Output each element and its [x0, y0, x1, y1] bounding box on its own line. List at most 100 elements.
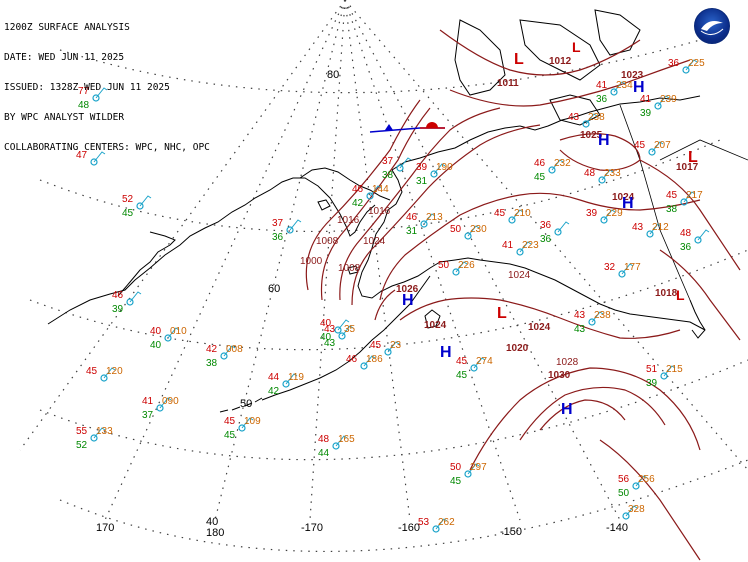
station-pressure: 274 — [476, 356, 493, 367]
high-center-1023: 1023 H — [621, 70, 645, 96]
station-dewpoint: 45 — [122, 208, 134, 219]
station-pressure: 238 — [594, 310, 611, 321]
station-dewpoint: 42 — [268, 386, 280, 397]
isobar-label-2: 1008 — [316, 236, 339, 247]
svg-text:H: H — [402, 292, 414, 309]
station-temperature: 36 — [668, 58, 680, 69]
chukotka-coast — [299, 167, 391, 201]
station-dewpoint: 39 — [646, 378, 658, 389]
isobar-1000b — [320, 107, 431, 301]
station-temperature: 43 — [574, 310, 586, 321]
station-plot: 45 207 — [634, 140, 671, 156]
header-date: DATE: WED JUN 11 2025 — [4, 52, 125, 63]
wind-barb-icon — [697, 229, 710, 241]
station-circle-icon — [470, 364, 478, 372]
station-dewpoint: 40 — [320, 332, 332, 343]
station-circle-icon — [366, 192, 374, 200]
station-circle-icon — [600, 216, 608, 224]
wind-barb-icon — [683, 191, 696, 203]
svg-text:1030: 1030 — [548, 370, 571, 381]
station-temperature: 45 — [666, 190, 678, 201]
station-circle-icon — [164, 334, 172, 342]
station-plot: 56 50 256 — [618, 474, 655, 499]
wind-barb-icon — [129, 291, 142, 303]
lon-line-150w — [344, 0, 521, 521]
wind-barb-icon — [341, 325, 354, 337]
station-circle-icon — [516, 248, 524, 256]
wind-barb-icon — [435, 518, 448, 530]
station-dewpoint: 31 — [406, 226, 418, 237]
station-temperature: 50 — [450, 462, 462, 473]
svg-text:H: H — [622, 195, 634, 212]
station-pressure: 328 — [628, 504, 645, 515]
isobars — [305, 29, 741, 561]
lon-line-170e — [104, 0, 346, 521]
low-center-1011: 1011 L — [497, 51, 524, 89]
wind-barb-icon — [139, 195, 152, 207]
svg-text:1018: 1018 — [655, 288, 678, 299]
isobar-east — [639, 159, 741, 271]
svg-text:1024: 1024 — [424, 320, 447, 331]
station-temperature: 41 — [596, 80, 608, 91]
isobar-label-3: 1016 — [337, 215, 360, 226]
wind-barb-icon — [223, 345, 236, 357]
station-circle-icon — [90, 158, 98, 166]
station-temperature: 32 — [604, 262, 616, 273]
station-plot: 46 31 213 — [406, 212, 443, 237]
wind-barb-icon — [685, 59, 698, 71]
wind-barb-icon — [635, 475, 648, 487]
station-plot: 45 120 — [86, 366, 123, 382]
wind-barb-icon — [467, 463, 480, 475]
station-plot: 43 43 238 — [574, 310, 611, 335]
station-temperature: 40 — [320, 318, 332, 329]
isobar-1024a — [399, 297, 681, 339]
station-plot: 39 31 190 — [416, 162, 453, 187]
station-temperature: 45 — [456, 356, 468, 367]
lon-label-m150: -150 — [500, 526, 522, 538]
isobar-label-6: 1024 — [508, 270, 531, 281]
station-circle-icon — [610, 88, 618, 96]
high-center-1020: 1020 H — [440, 343, 529, 361]
wind-barb-icon — [591, 311, 604, 323]
station-circle-icon — [632, 482, 640, 490]
station-pressure: 239 — [660, 94, 677, 105]
wind-barb-icon — [289, 219, 302, 231]
lon-label-180: 180 — [206, 527, 224, 539]
station-dewpoint: 36 — [596, 94, 608, 105]
isobar-1024b — [469, 367, 701, 471]
wind-barb-icon — [369, 185, 382, 197]
wind-barb-icon — [657, 95, 670, 107]
station-pressure: 226 — [458, 260, 475, 271]
station-dewpoint: 43 — [324, 338, 336, 349]
high-center-1024: 1024 H — [612, 192, 635, 212]
lat-line-80 — [59, 39, 701, 94]
wind-barb-icon — [585, 113, 598, 125]
isobar-labels: 1000 1008 1016 1024 1028 1024 1008 1016 — [300, 206, 579, 368]
station-circle-icon — [654, 102, 662, 110]
canada-islands-4 — [549, 94, 601, 126]
station-pressure: 215 — [666, 364, 683, 375]
station-circle-icon — [452, 268, 460, 276]
station-pressure: 186 — [366, 354, 383, 365]
station-circle-icon — [396, 164, 404, 172]
canada-arctic-coast — [519, 95, 701, 131]
station-pressure: 23 — [390, 340, 402, 351]
station-pressure: 207 — [654, 140, 671, 151]
station-pressure: 234 — [616, 80, 633, 91]
station-pressure: 223 — [522, 240, 539, 251]
station-temperature: 40 — [150, 326, 162, 337]
alaska-west-coast — [357, 169, 441, 299]
station-temperature: 39 — [586, 208, 598, 219]
isobar-label-7: 1008 — [338, 263, 361, 274]
wind-barb-icon — [103, 367, 116, 379]
isobar-label-4: 1024 — [363, 236, 386, 247]
station-plot: 41 39 239 — [640, 94, 677, 119]
station-temperature: 48 — [318, 434, 330, 445]
station-plot: 36 225 — [668, 58, 705, 74]
svg-text:1023: 1023 — [621, 70, 644, 81]
wind-barb-icon — [387, 341, 400, 353]
